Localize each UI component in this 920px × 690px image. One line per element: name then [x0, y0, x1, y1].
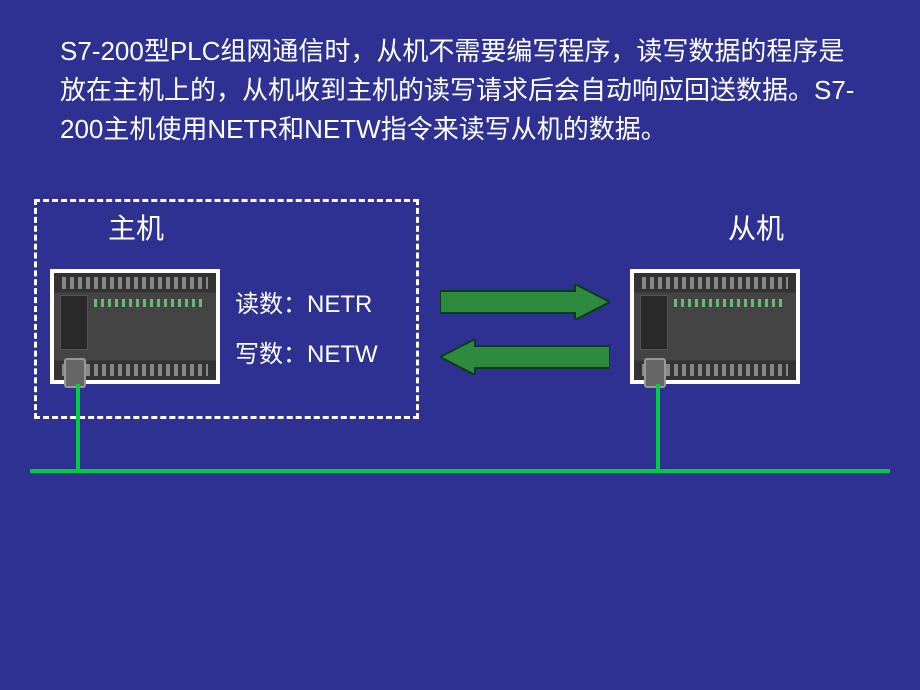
master-drop-line [76, 384, 80, 471]
arrow-left-icon [440, 339, 610, 380]
plc-top-terminals [62, 277, 208, 289]
master-label: 主机 [108, 207, 164, 247]
plc-led-strip [674, 299, 786, 307]
plc-master-device [50, 269, 220, 384]
plc-panel [60, 295, 88, 350]
write-netw-label: 写数：NETW [235, 334, 378, 369]
plc-panel [640, 295, 668, 350]
plc-top-terminals [642, 277, 788, 289]
plc-slave-device [630, 269, 800, 384]
slave-drop-line [656, 384, 660, 471]
slave-label: 从机 [728, 207, 784, 247]
arrow-shape [440, 339, 610, 375]
plc-frame [50, 269, 220, 384]
arrow-shape [440, 284, 610, 320]
plc-led-strip [94, 299, 206, 307]
plc-comm-port [64, 358, 86, 388]
description-text: S7-200型PLC组网通信时，从机不需要编写程序，读写数据的程序是放在主机上的… [0, 0, 920, 169]
network-bus-line [30, 469, 890, 473]
read-netr-label: 读数：NETR [235, 284, 372, 319]
plc-comm-port [644, 358, 666, 388]
plc-body [634, 273, 796, 380]
plc-frame [630, 269, 800, 384]
plc-body [54, 273, 216, 380]
arrow-right-icon [440, 284, 610, 325]
diagram-area: 主机 从机 读数：NETR 写数：NETW [0, 169, 920, 589]
